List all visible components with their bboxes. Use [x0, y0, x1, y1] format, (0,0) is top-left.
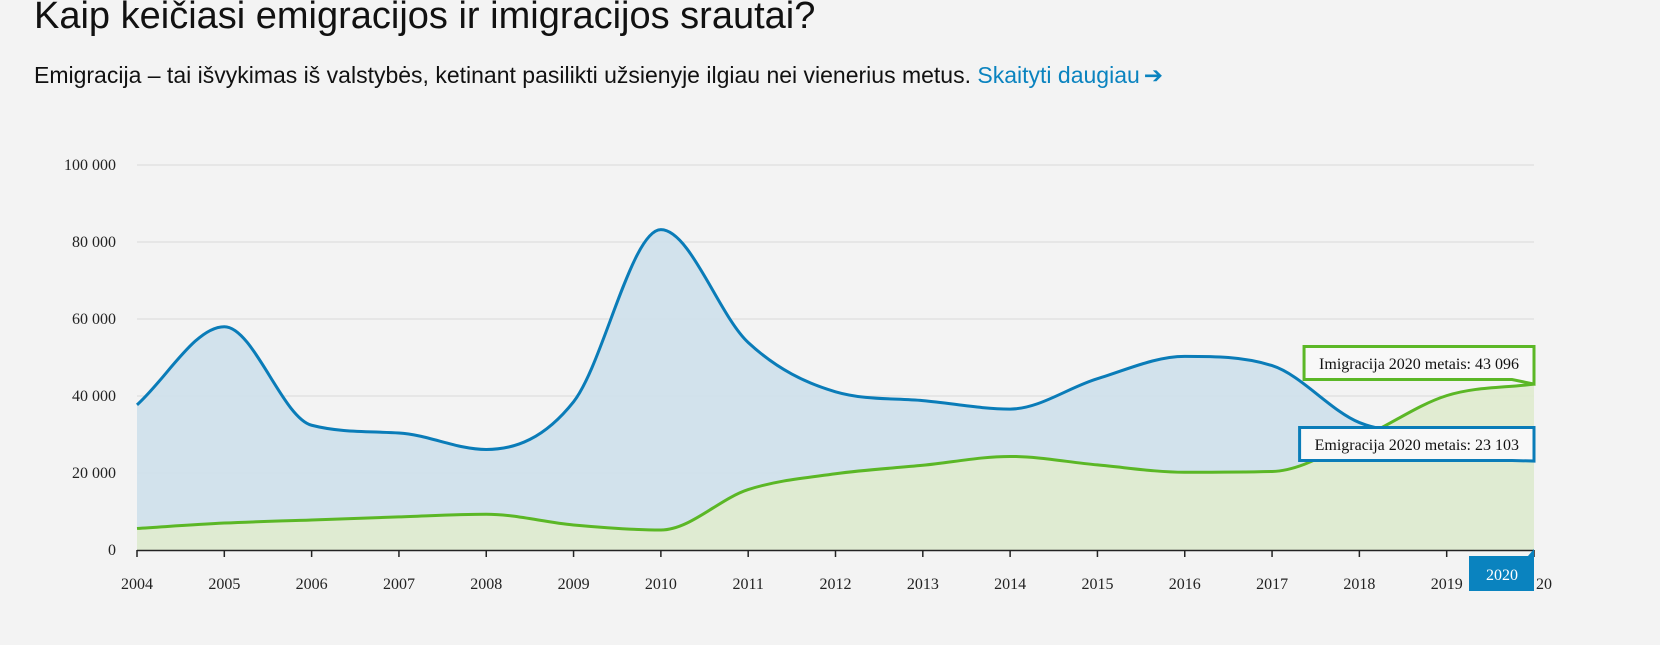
y-tick-label: 100 000: [64, 157, 116, 174]
series-areas: [135, 228, 1535, 550]
x-tick-label: 2005: [208, 576, 240, 593]
highlighted-year-badge: 2020: [1469, 549, 1534, 591]
x-tick-label: 2011: [732, 576, 763, 593]
emigration-tooltip-box: [1298, 426, 1536, 463]
immigration-tooltip-box: [1302, 345, 1536, 386]
immigration-tooltip-text: Imigracija 2020 metais: 43 096: [1319, 356, 1519, 373]
emigration-area: [137, 229, 1534, 550]
x-tick-label: 2016: [1169, 576, 1201, 593]
x-tick-label: 2007: [383, 576, 415, 593]
x-tick-label: 2015: [1081, 576, 1113, 593]
y-tick-label: 0: [108, 542, 116, 559]
x-tick-label: 2004: [121, 576, 153, 593]
page-title: Kaip keičiasi emigracijos ir imigracijos…: [34, 0, 816, 37]
x-tick-label: 2012: [820, 576, 852, 593]
x-tick-label: 2008: [470, 576, 502, 593]
y-tick-label: 80 000: [72, 234, 116, 251]
x-tick-label: 2019: [1431, 576, 1463, 593]
arrow-right-icon: ➔: [1143, 62, 1164, 88]
x-tick-label: 2018: [1343, 576, 1375, 593]
x-tick-label: 2013: [907, 576, 939, 593]
immigration-line[interactable]: [136, 382, 1535, 532]
immigration-area: [137, 384, 1534, 550]
emigration-line[interactable]: [135, 228, 1535, 463]
x-tick-label: 2017: [1256, 576, 1288, 593]
x-tick-label: 2014: [994, 576, 1026, 593]
x-tick-label: 2006: [296, 576, 328, 593]
read-more-label: Skaityti daugiau: [977, 62, 1140, 88]
emigration-tooltip: Emigracija 2020 metais: 23 103: [1298, 426, 1536, 463]
highlighted-year-background: [1469, 556, 1534, 591]
y-tick-label: 60 000: [72, 311, 116, 328]
emigration-tooltip-text: Emigracija 2020 metais: 23 103: [1315, 437, 1519, 454]
x-tick-label: 2009: [558, 576, 590, 593]
lead-paragraph: Emigracija – tai išvykimas iš valstybės,…: [34, 60, 1163, 90]
highlighted-year-pointer: [1528, 549, 1534, 556]
x-tick-label: 20: [1536, 576, 1552, 593]
x-tick-label: 2010: [645, 576, 677, 593]
read-more-link[interactable]: Skaityti daugiau ➔: [977, 62, 1163, 88]
axes: 0 20 000 40 000 60 000 80 000 100 000 2004 2005…: [64, 157, 1552, 593]
tooltips: Imigracija 2020 metais: 43 096 Emigracija…: [1298, 345, 1536, 463]
y-tick-label: 40 000: [72, 388, 116, 405]
y-tick-label: 20 000: [72, 465, 116, 482]
lead-text: Emigracija – tai išvykimas iš valstybės,…: [34, 62, 971, 88]
highlighted-year-label: 2020: [1486, 567, 1518, 584]
immigration-tooltip: Imigracija 2020 metais: 43 096: [1302, 345, 1536, 386]
